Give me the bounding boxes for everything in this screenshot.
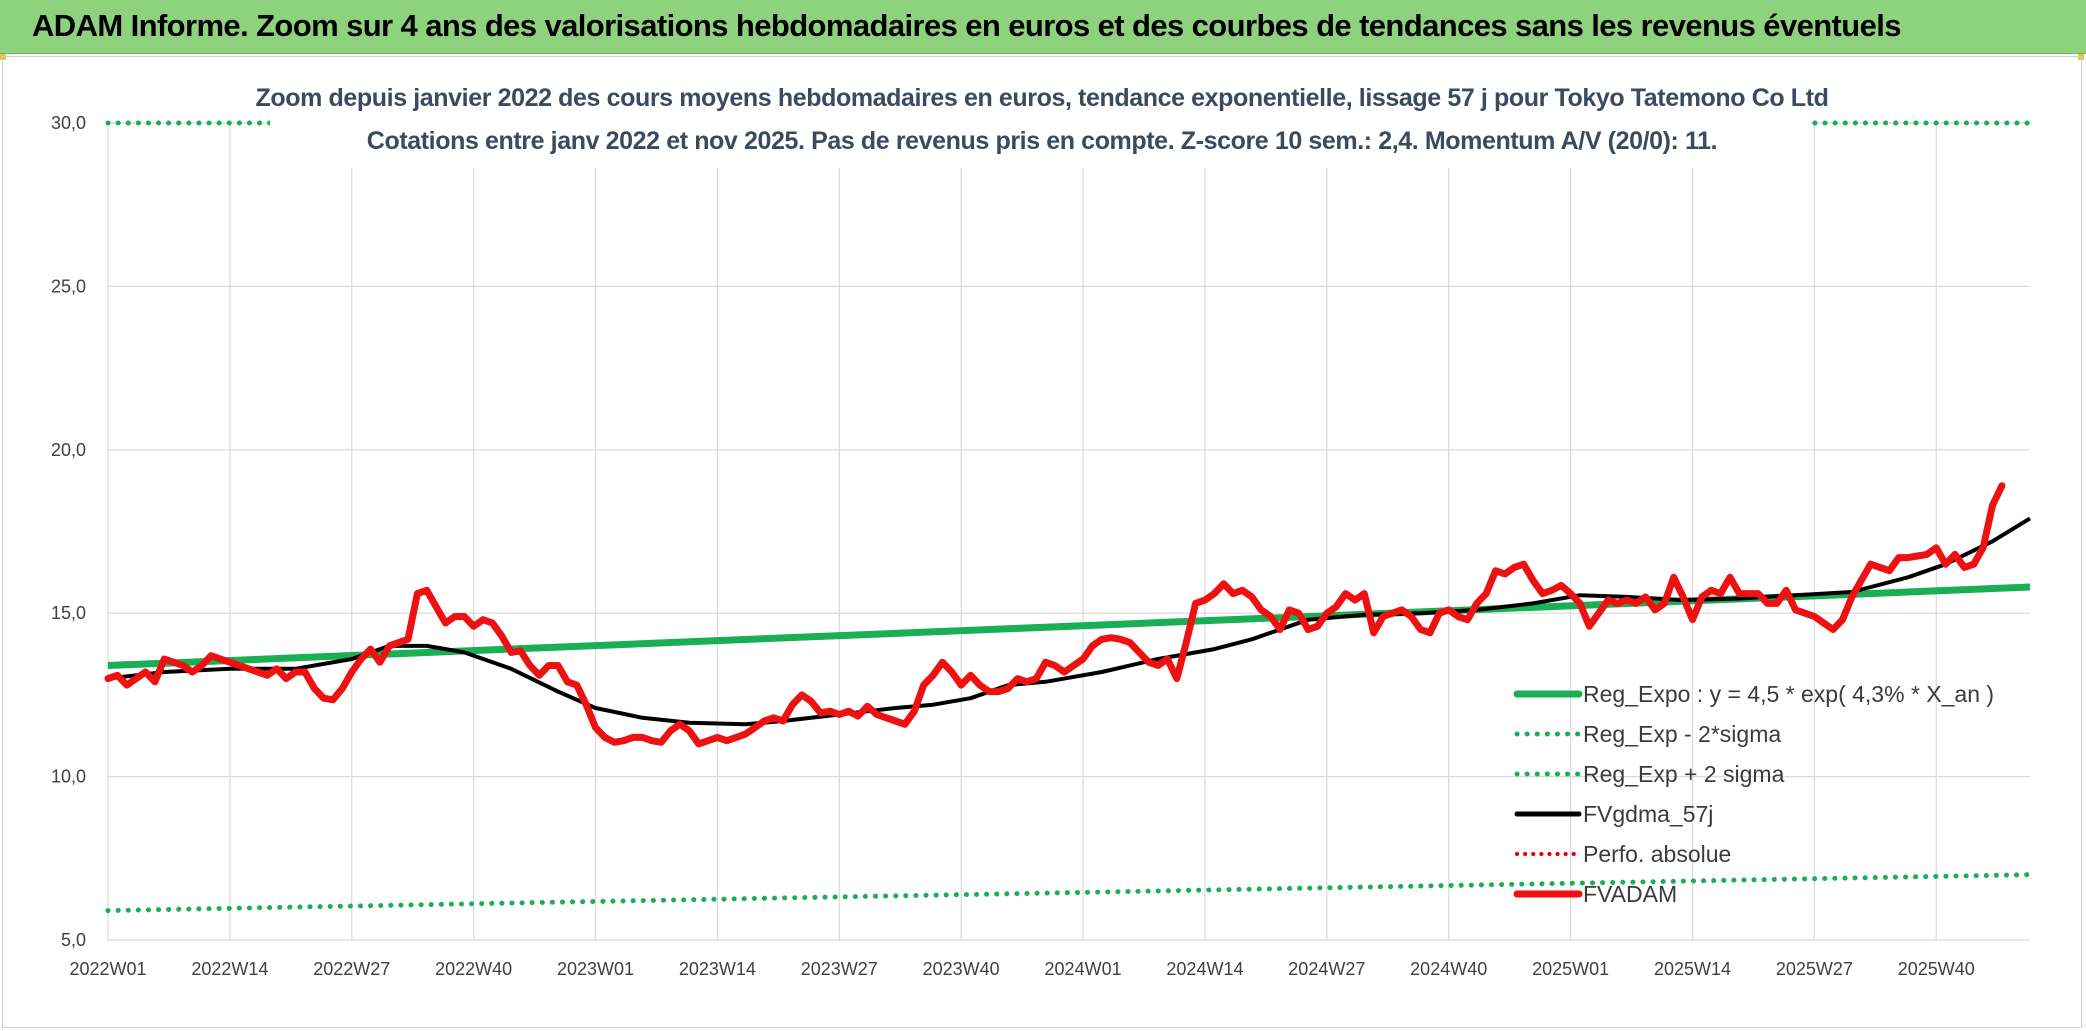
legend-label: FVgdma_57j xyxy=(1583,801,1713,827)
y-tick-label: 20,0 xyxy=(51,440,86,460)
y-tick-label: 15,0 xyxy=(51,603,86,623)
x-tick-label: 2022W27 xyxy=(313,959,390,979)
x-tick-label: 2024W01 xyxy=(1045,959,1122,979)
x-tick-label: 2023W01 xyxy=(557,959,634,979)
chart-title: Zoom depuis janvier 2022 des cours moyen… xyxy=(255,84,1829,112)
x-tick-label: 2025W27 xyxy=(1776,959,1853,979)
title-background xyxy=(270,82,1810,168)
y-axis-ticks: 5,0 10,0 15,0 20,0 25,0 30,0 xyxy=(51,113,86,950)
x-tick-label: 2023W14 xyxy=(679,959,756,979)
x-tick-label: 2022W40 xyxy=(435,959,512,979)
x-tick-label: 2024W14 xyxy=(1166,959,1243,979)
legend: Reg_Expo : y = 4,5 * exp( 4,3% * X_an ) R… xyxy=(1513,681,1994,907)
series-lower-band xyxy=(105,872,2033,914)
chart-frame xyxy=(2,56,2082,1028)
chart-subtitle: Cotations entre janv 2022 et nov 2025. P… xyxy=(366,127,1718,155)
x-tick-label: 2025W14 xyxy=(1654,959,1731,979)
corner-accent-left xyxy=(0,54,6,60)
series-fvadam xyxy=(104,482,2006,748)
legend-label: Reg_Expo : y = 4,5 * exp( 4,3% * X_an ) xyxy=(1583,681,1994,707)
legend-label: Reg_Exp - 2*sigma xyxy=(1583,721,1781,747)
y-tick-label: 25,0 xyxy=(51,276,86,296)
legend-label: Reg_Exp + 2 sigma xyxy=(1583,761,1785,787)
x-tick-label: 2024W40 xyxy=(1410,959,1487,979)
x-tick-label: 2023W40 xyxy=(923,959,1000,979)
x-tick-label: 2024W27 xyxy=(1288,959,1365,979)
legend-label: Perfo. absolue xyxy=(1583,841,1731,867)
y-tick-label: 30,0 xyxy=(51,113,86,133)
legend-label: FVADAM xyxy=(1583,881,1677,907)
x-tick-label: 2023W27 xyxy=(801,959,878,979)
x-tick-label: 2022W14 xyxy=(191,959,268,979)
y-tick-label: 5,0 xyxy=(61,930,86,950)
x-tick-label: 2022W01 xyxy=(69,959,146,979)
x-tick-label: 2025W01 xyxy=(1532,959,1609,979)
x-axis-ticks: 2022W01 2022W14 2022W27 2022W40 2023W01 2023W… xyxy=(69,959,1974,979)
report-banner: ADAM Informe. Zoom sur 4 ans des valoris… xyxy=(0,0,2086,54)
y-tick-label: 10,0 xyxy=(51,767,86,787)
report-banner-title: ADAM Informe. Zoom sur 4 ans des valoris… xyxy=(32,8,1902,43)
x-tick-label: 2025W40 xyxy=(1898,959,1975,979)
